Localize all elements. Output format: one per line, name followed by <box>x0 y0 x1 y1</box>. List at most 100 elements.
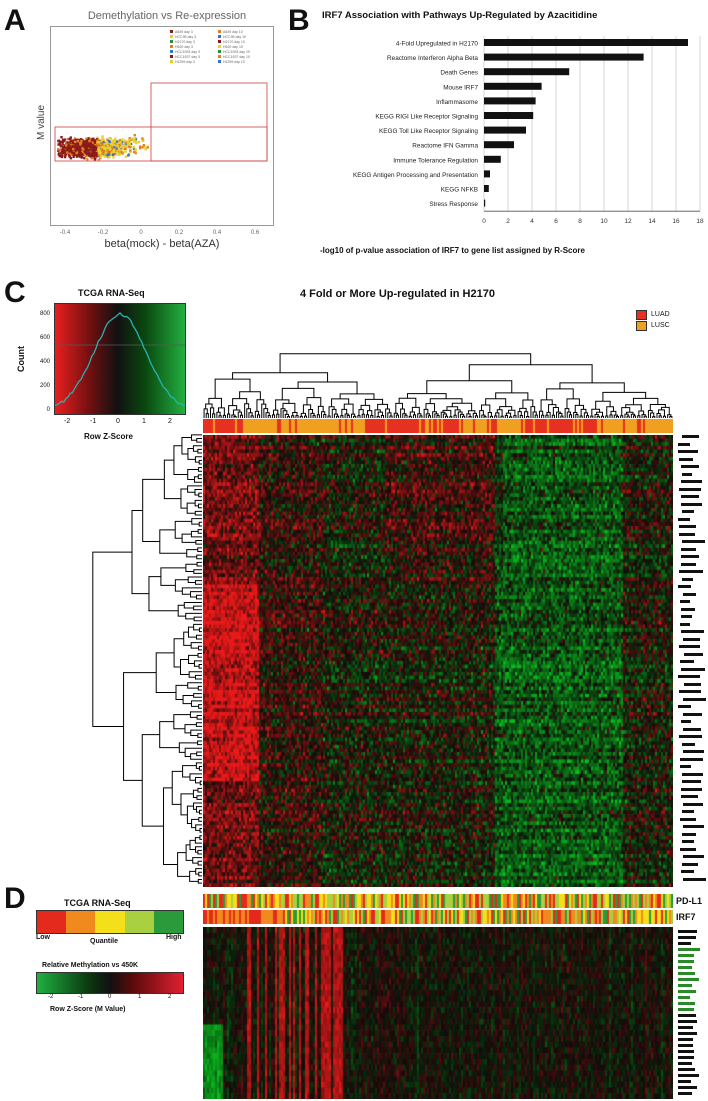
density-xtick: -2 <box>64 418 71 425</box>
gene-label-mark <box>682 510 694 513</box>
scatter-point <box>90 157 93 160</box>
scatter-point <box>141 137 144 140</box>
dendro-branch <box>197 448 202 454</box>
scatter-point <box>79 148 83 151</box>
scatter-point <box>74 153 77 156</box>
density-xtick: 2 <box>168 418 172 425</box>
dendro-branch <box>159 721 180 749</box>
probe-label-mark <box>678 960 694 963</box>
scatter-point <box>78 145 81 148</box>
dendro-branch <box>195 634 202 640</box>
heatmap-title: 4 Fold or More Up-regulated in H2170 <box>300 288 495 300</box>
gene-label-mark <box>681 787 703 791</box>
scatter-point <box>119 147 122 150</box>
gene-label-mark <box>683 592 696 596</box>
dendro-branch <box>621 407 631 416</box>
quantile-swatch <box>95 911 125 933</box>
scatter-point <box>96 139 99 142</box>
scatter-point <box>66 141 69 144</box>
probe-label-mark <box>678 1032 697 1035</box>
scatter-point <box>94 147 97 151</box>
meth-tick: 1 <box>138 994 142 1000</box>
dendro-branch <box>271 414 276 418</box>
dendro-branch <box>509 416 513 418</box>
dendro-branch <box>198 663 202 669</box>
scatter-point <box>81 150 84 154</box>
scatter-title: Demethylation vs Re-expression <box>87 10 247 22</box>
dendro-branch <box>171 770 183 805</box>
quantile-high: High <box>166 934 182 941</box>
dendro-branch <box>186 805 194 824</box>
scatter-point <box>132 145 135 149</box>
scatter-point <box>65 144 68 147</box>
dendro-branch <box>425 403 436 412</box>
dendro-branch <box>180 488 188 509</box>
scatter-point <box>87 142 90 146</box>
dendro-branch <box>92 551 133 728</box>
scatter-point <box>118 149 122 152</box>
scatter-point <box>87 148 90 151</box>
dendro-branch <box>196 437 202 443</box>
scatter-point <box>132 138 135 141</box>
gene-label-mark <box>681 720 692 723</box>
dendro-branch <box>267 415 271 418</box>
gene-label-mark <box>681 607 695 611</box>
dendro-branch <box>208 397 222 408</box>
dendro-branch <box>408 415 412 418</box>
heatmap-c <box>203 435 673 887</box>
scatter-point <box>78 148 81 151</box>
gene-label-mark <box>679 765 692 768</box>
bar-category-label: KEGG RIGI Like Receptor Signaling <box>375 114 478 121</box>
dendro-branch <box>483 416 487 418</box>
gene-label-mark <box>680 847 697 851</box>
dendro-branch <box>239 414 244 418</box>
dendro-branch <box>193 616 202 622</box>
dendro-branch <box>602 391 647 402</box>
dendro-branch <box>173 638 184 668</box>
scatter-point <box>92 155 95 158</box>
dendro-branch <box>178 742 198 753</box>
probe-label-mark <box>678 1056 694 1059</box>
dendro-branch <box>181 533 196 543</box>
dendro-branch <box>199 780 202 786</box>
scatter-point <box>129 149 132 152</box>
gene-label-mark <box>681 547 697 551</box>
dendro-branch <box>196 715 202 720</box>
scatter-point <box>141 139 144 143</box>
dendro-branch <box>197 653 202 658</box>
dendro-branch <box>279 353 532 373</box>
dendro-branch <box>650 412 655 418</box>
dendro-branch <box>194 489 202 496</box>
dendro-branch <box>425 413 430 418</box>
scatter-point <box>75 155 79 158</box>
probe-label-mark <box>678 1020 698 1023</box>
scatter-point <box>61 143 64 146</box>
probe-label-mark <box>678 1038 694 1041</box>
dendro-branch <box>481 414 486 418</box>
dendro-branch <box>423 408 429 418</box>
scatter-point <box>68 151 71 154</box>
scatter-point <box>83 157 86 160</box>
scatter-point <box>97 158 101 162</box>
probe-label-mark <box>678 1014 696 1017</box>
dendro-branch <box>273 409 279 415</box>
scatter-point <box>106 149 109 152</box>
dendro-branch <box>197 740 202 746</box>
dendro-branch <box>412 414 417 418</box>
dendro-branch <box>495 412 500 418</box>
scatter-point <box>105 149 108 153</box>
dendro-branch <box>196 561 202 567</box>
dendro-branch <box>193 605 202 611</box>
bar-chart: 4-Fold Upregulated in H2170 Reactome Inte… <box>353 36 704 225</box>
meth-tick: -1 <box>78 994 84 1000</box>
bar <box>484 126 526 134</box>
scatter-point <box>116 149 119 152</box>
scatter-point <box>85 154 88 158</box>
scatter-point <box>134 140 137 143</box>
luad-label: LUAD <box>651 311 670 318</box>
dendro-branch <box>187 485 202 493</box>
dendro-branch <box>276 413 280 418</box>
dendro-branch <box>196 751 202 757</box>
scatter-point <box>118 143 121 147</box>
dendro-branch <box>487 411 492 418</box>
